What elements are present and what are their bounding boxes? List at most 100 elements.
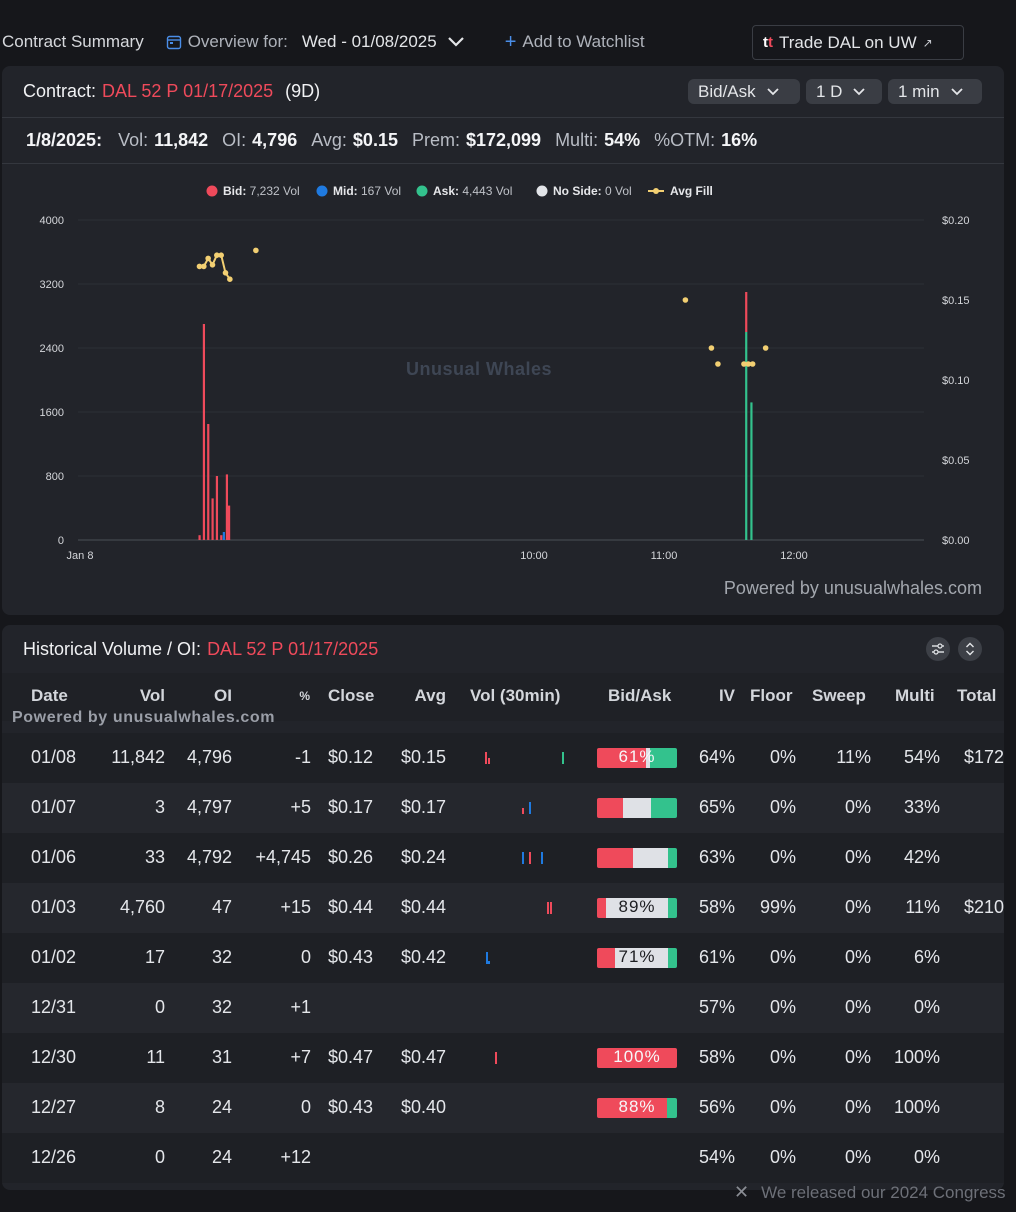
interval-select[interactable]: 1 min — [888, 79, 982, 104]
bid-segment — [597, 848, 633, 868]
settings-sliders-button[interactable] — [926, 637, 950, 661]
bid-segment — [597, 1048, 677, 1068]
cell-date: 12/27 — [31, 1097, 77, 1117]
cell-multi: 54% — [903, 747, 940, 767]
col-iv[interactable]: IV — [718, 686, 735, 705]
cell-iv: 54% — [698, 1147, 735, 1167]
stat-otm-label: %OTM: — [654, 130, 716, 150]
add-to-watchlist-button[interactable]: + Add to Watchlist — [505, 31, 645, 54]
col-change-pct[interactable]: % — [299, 689, 310, 703]
range-select[interactable]: 1 D — [806, 79, 882, 104]
table-row[interactable]: 12/26 0 24 +12 54% 0% 0% 0% — [2, 1133, 1004, 1183]
cell-iv: 61% — [698, 947, 735, 967]
interval-value: 1 min — [898, 81, 940, 101]
bid-ask-label: 71% — [618, 947, 656, 966]
tastytrade-icon: tt — [763, 34, 773, 51]
cell-date: 12/30 — [31, 1047, 77, 1067]
cell-avg: $0.24 — [400, 847, 446, 867]
x-tick-label: 10:00 — [520, 550, 548, 562]
ask-segment — [668, 848, 677, 868]
table-row[interactable]: 12/30 11 31 +7 $0.47 $0.47 58% 0% 0% 100% 100% — [2, 1033, 1004, 1083]
x-tick-label: 12:00 — [780, 550, 808, 562]
avg-fill-point — [253, 247, 259, 254]
date-selector[interactable]: Wed - 01/08/2025 — [302, 32, 465, 52]
table-row[interactable]: 01/06 33 4,792 +4,745 $0.26 $0.24 63% 0% 0% 42% — [2, 833, 1004, 883]
cell-iv: 56% — [698, 1097, 735, 1117]
col-close[interactable]: Close — [328, 686, 375, 705]
x-tick-label: Jan 8 — [67, 550, 94, 562]
cell-change: +4,745 — [255, 847, 311, 867]
bid-segment — [597, 748, 646, 768]
table-row[interactable]: 01/03 4,760 47 +15 $0.44 $0.44 58% 99% 0% 11% $210… — [2, 883, 1004, 933]
bid-ask-bar — [597, 1098, 677, 1118]
ask-segment — [668, 948, 677, 968]
watchlist-label: Add to Watchlist — [522, 32, 645, 51]
cell-vol: 4,760 — [119, 897, 165, 917]
legend-label: Avg Fill — [670, 184, 713, 198]
volume-bar-bid — [220, 535, 223, 540]
avg-fill-point — [214, 252, 220, 258]
volume-bar-ask — [750, 402, 753, 540]
page-scrollbar[interactable] — [1004, 66, 1016, 1190]
col-vol[interactable]: Vol — [139, 686, 165, 705]
avg-fill-point — [762, 345, 769, 351]
col-date[interactable]: Date — [31, 686, 68, 705]
trade-on-uw-button[interactable]: tt Trade DAL on UW ↗ — [752, 25, 964, 60]
avg-fill-point — [749, 361, 756, 367]
ask-segment — [650, 798, 677, 818]
cell-avg: $0.15 — [400, 747, 446, 767]
cell-multi: 42% — [903, 847, 940, 867]
cell-multi: 0% — [913, 997, 940, 1017]
stat-multi: 54% — [604, 130, 641, 150]
stat-prem-label: Prem: — [411, 130, 460, 150]
cell-vol: 0 — [154, 997, 165, 1017]
cell-oi: 24 — [211, 1147, 232, 1167]
cell-sweep: 0% — [844, 897, 871, 917]
cell-sweep: 0% — [844, 947, 871, 967]
avg-fill-point — [708, 345, 715, 351]
stat-avg-label: Avg: — [311, 130, 347, 150]
vol30-tick — [484, 752, 487, 764]
cell-floor: 0% — [769, 747, 796, 767]
avg-fill-point — [682, 297, 689, 303]
bid-ask-bar — [597, 798, 677, 818]
stat-avg: $0.15 — [352, 130, 398, 150]
col-floor[interactable]: Floor — [750, 686, 793, 705]
announcement-text[interactable]: We released our 2024 Congress — [761, 1182, 1006, 1202]
col-vol30[interactable]: Vol (30min) — [470, 686, 561, 705]
col-sweep[interactable]: Sweep — [812, 686, 866, 705]
legend-label: Mid: 167 Vol — [333, 184, 401, 198]
side-mode-select[interactable]: Bid/Ask — [688, 79, 800, 104]
table-row[interactable]: 01/07 3 4,797 +5 $0.17 $0.17 65% 0% 0% 33% — [2, 783, 1004, 833]
table-row[interactable]: 12/27 8 24 0 $0.43 $0.40 56% 0% 0% 100% 88% — [2, 1083, 1004, 1133]
stats-date: 1/8/2025: — [26, 130, 103, 150]
col-oi[interactable]: OI — [214, 686, 232, 705]
volume-bar-bid — [207, 424, 210, 540]
avg-fill-point — [201, 263, 207, 270]
bid-ask-label — [597, 797, 677, 817]
col-bidask[interactable]: Bid/Ask — [608, 686, 672, 705]
col-multi[interactable]: Multi — [895, 686, 935, 705]
mid-segment — [633, 848, 669, 868]
avg-fill-point — [745, 361, 752, 367]
table-row[interactable]: 01/08 11,842 4,796 -1 $0.12 $0.15 64% 0% 11% 54% $… — [2, 733, 1004, 783]
table-powered-by: Powered by unusualwhales.com — [12, 709, 276, 726]
expand-collapse-button[interactable] — [958, 637, 982, 661]
stat-oi: 4,796 — [252, 130, 298, 150]
cell-vol: 17 — [144, 947, 165, 967]
table-row[interactable]: 12/31 0 32 +1 57% 0% 0% 0% — [2, 983, 1004, 1033]
col-avg[interactable]: Avg — [414, 686, 447, 705]
side-mode-value: Bid/Ask — [698, 81, 756, 101]
cell-oi: 4,797 — [186, 797, 232, 817]
chevron-down-icon — [950, 88, 963, 96]
calendar-icon — [166, 35, 181, 50]
vol30-tick — [487, 758, 490, 764]
table-row[interactable]: 01/02 17 32 0 $0.43 $0.42 61% 0% 0% 6% 71% — [2, 933, 1004, 983]
contract-header: Contract: DAL 52 P 01/17/2025 (9D) — [2, 66, 1004, 118]
stat-vol: 11,842 — [154, 130, 209, 150]
close-icon[interactable]: ✕ — [734, 1182, 750, 1202]
avg-fill-point — [715, 361, 721, 367]
cell-sweep: 0% — [844, 1047, 871, 1067]
history-contract: DAL 52 P 01/17/2025 — [207, 638, 379, 659]
col-total[interactable]: Total — [957, 686, 997, 705]
